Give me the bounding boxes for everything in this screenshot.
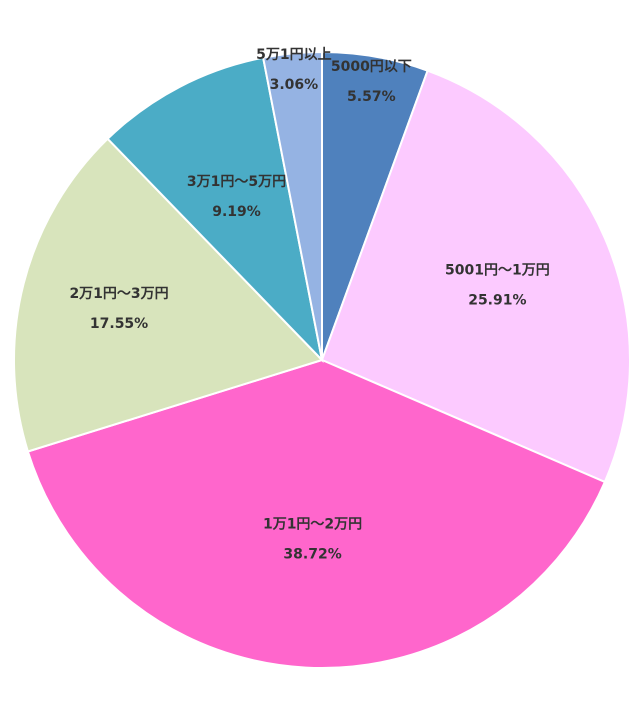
- slice-category-label-2: 1万1円～2万円: [263, 516, 362, 532]
- slice-category-label-3: 2万1円～3万円: [69, 286, 168, 302]
- slice-value-label-5: 3.06%: [270, 77, 319, 93]
- slice-category-label-0: 5000円以下: [331, 59, 412, 75]
- slice-value-label-4: 9.19%: [212, 204, 261, 220]
- pie-slice-5: [261, 50, 323, 361]
- slice-category-label-5: 5万1円以上: [256, 47, 331, 63]
- slice-value-label-3: 17.55%: [90, 316, 148, 332]
- pie-slice-4: [106, 56, 324, 364]
- pie-slice-1: [320, 69, 631, 484]
- slice-category-label-1: 5001円～1万円: [445, 262, 550, 278]
- pie-slice-3: [13, 137, 324, 453]
- pie-slice-2: [26, 358, 607, 669]
- slice-value-label-0: 5.57%: [347, 89, 396, 105]
- slice-category-label-4: 3万1円～5万円: [187, 174, 286, 190]
- slice-value-label-2: 38.72%: [283, 546, 341, 562]
- slice-value-label-1: 25.91%: [468, 292, 526, 308]
